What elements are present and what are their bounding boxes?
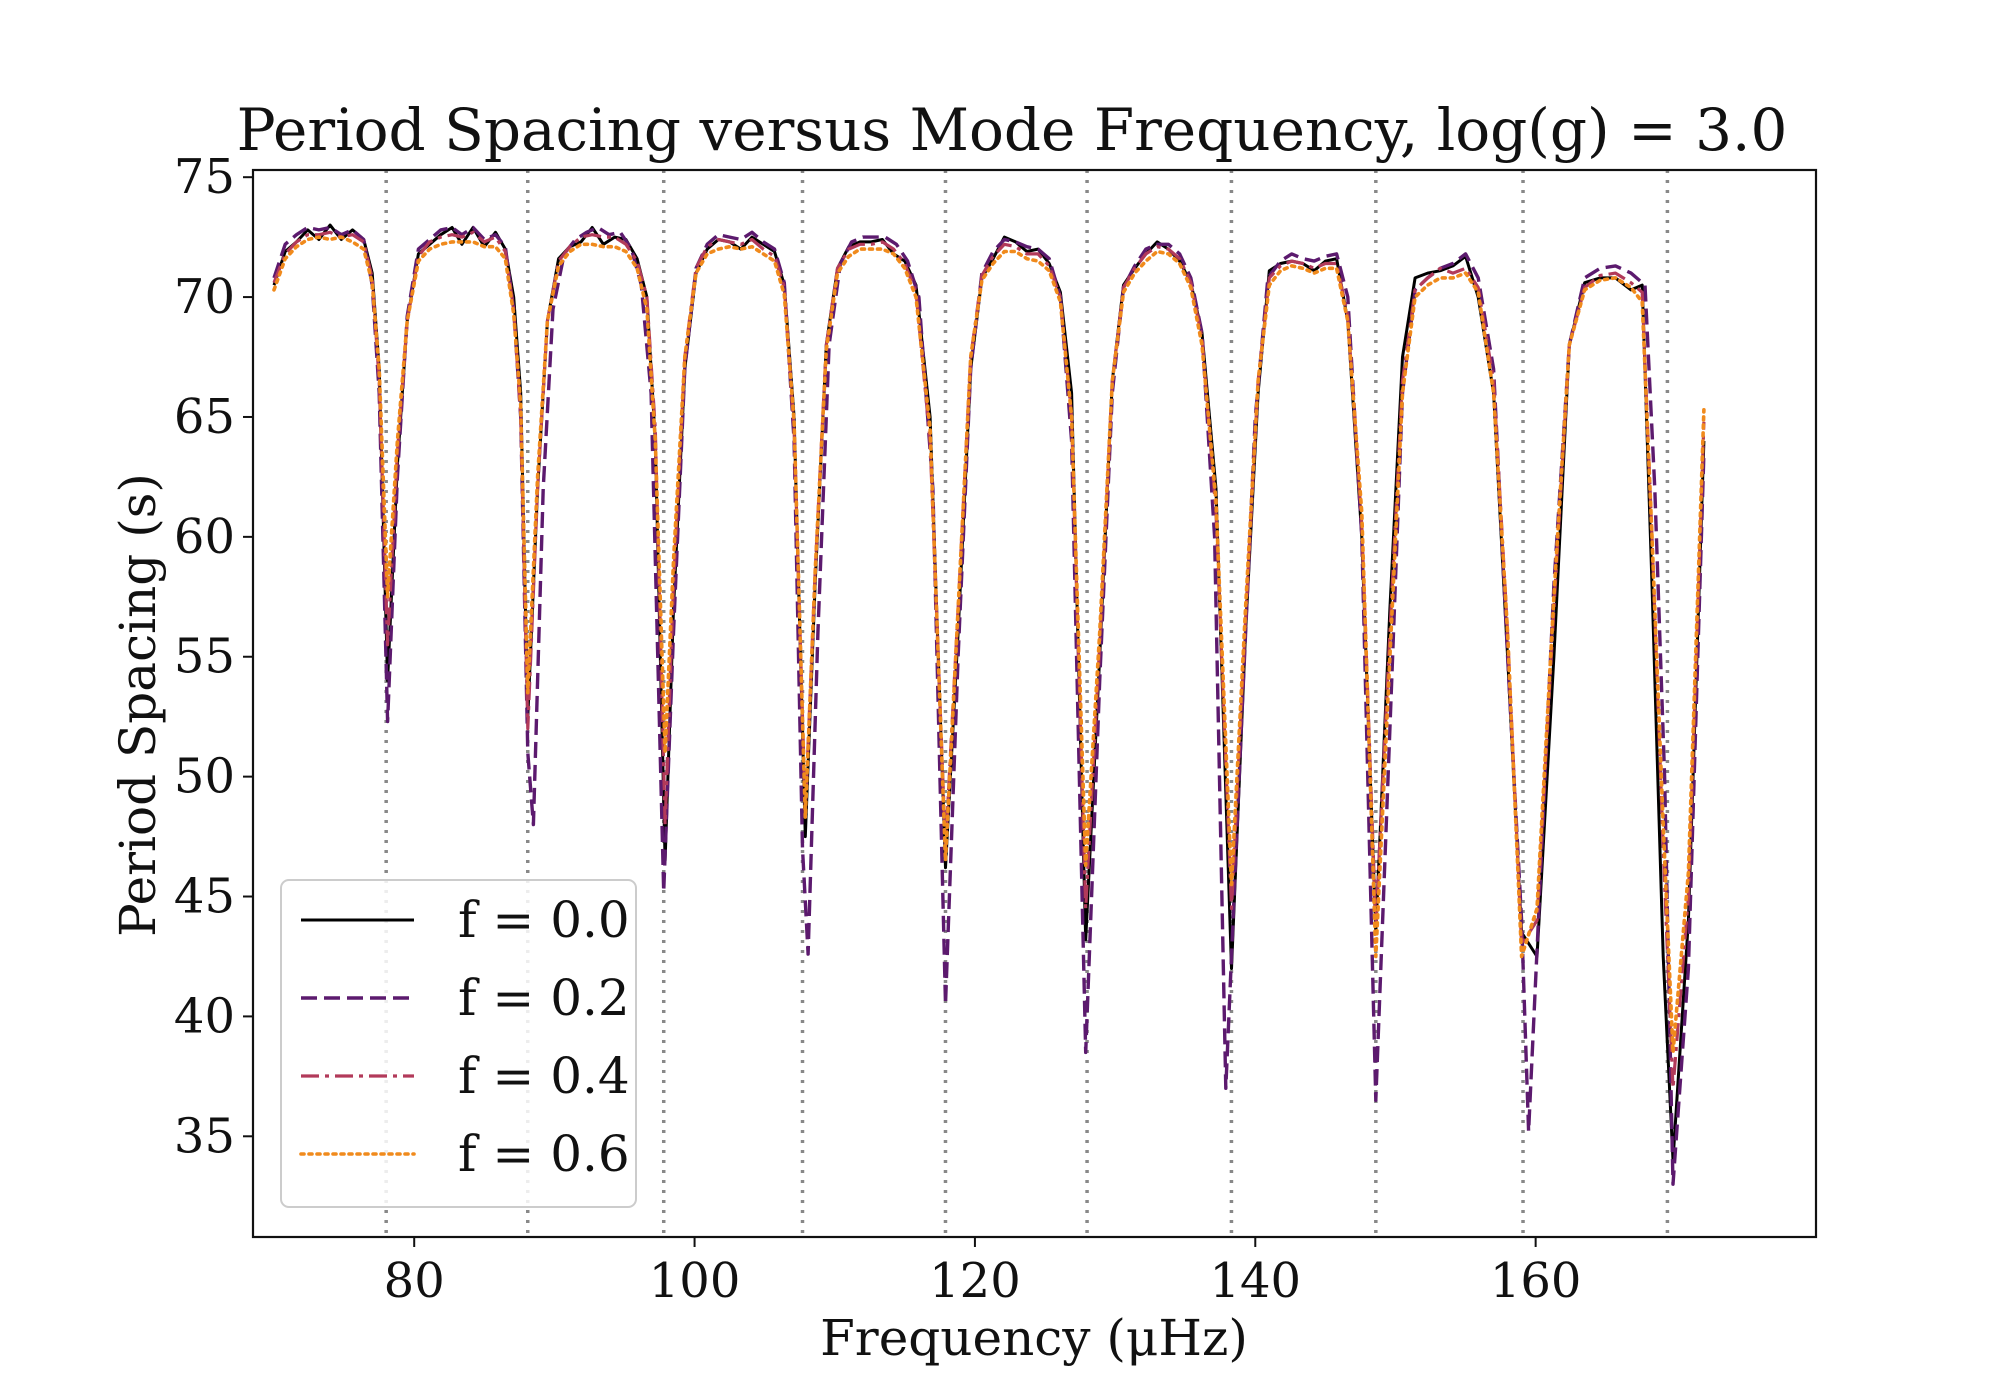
y-tick-label: 40	[174, 988, 235, 1044]
y-tick-label: 60	[174, 509, 235, 565]
series-layer	[272, 223, 1706, 1186]
plot-area-frame	[251, 168, 1818, 1239]
y-tick-label: 65	[174, 389, 235, 445]
y-tick-label: 70	[174, 269, 235, 325]
y-axis-label: Period Spacing (s)	[109, 473, 167, 937]
y-tick-label: 50	[174, 749, 235, 805]
y-tick-label: 75	[174, 149, 235, 205]
series-line-f-3	[272, 235, 1706, 1055]
legend-label-f-3: f = 0.6	[458, 1125, 630, 1183]
y-axis: 35 40 45 50 55 60 65 70 75	[174, 149, 253, 1164]
x-tick-label: 80	[384, 1253, 445, 1309]
legend-label-f-0: f = 0.0	[458, 891, 630, 949]
legend: f = 0.0 f = 0.2 f = 0.4 f = 0.6	[280, 879, 637, 1208]
x-axis: 80 100 120 140 160	[384, 1237, 1582, 1309]
x-tick-label: 160	[1490, 1253, 1582, 1309]
x-axis-label: Frequency (μHz)	[820, 1309, 1248, 1367]
x-tick-label: 120	[929, 1253, 1021, 1309]
x-tick-label: 100	[649, 1253, 741, 1309]
y-tick-label: 35	[174, 1108, 235, 1164]
y-tick-label: 45	[174, 869, 235, 925]
legend-label-f-1: f = 0.2	[458, 969, 630, 1027]
chart-title: Period Spacing versus Mode Frequency, lo…	[237, 96, 1788, 164]
legend-label-f-2: f = 0.4	[458, 1047, 630, 1105]
legend-box	[280, 879, 637, 1208]
x-tick-label: 140	[1209, 1253, 1301, 1309]
y-tick-label: 55	[174, 629, 235, 685]
